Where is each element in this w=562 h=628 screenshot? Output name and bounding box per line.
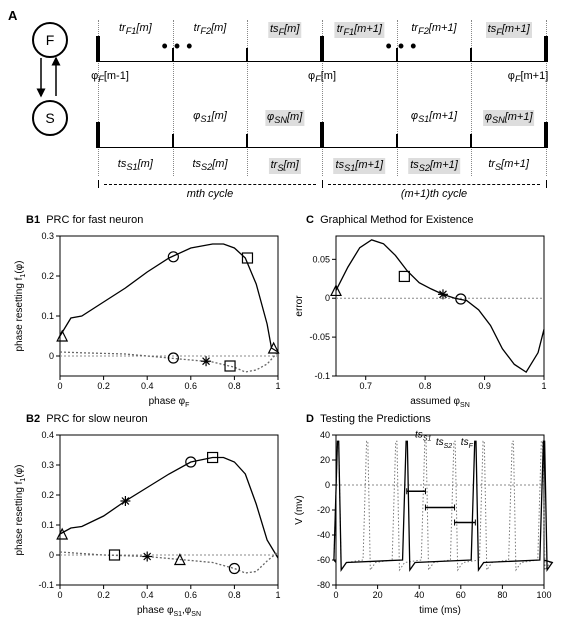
panel-d: D Testing the Predictions 020406080100-8… (288, 411, 554, 620)
svg-text:V (mv): V (mv) (294, 495, 305, 524)
panel-a-label: A (8, 8, 17, 23)
svg-text:-0.1: -0.1 (38, 580, 54, 590)
figure: A F S trF1[m]trF2[m]tsF[m]trF1[m+1]trF2[… (8, 8, 554, 620)
svg-text:phase resetting f1(φ): phase resetting f1(φ) (14, 465, 27, 556)
svg-text:phase φS1,φSN: phase φS1,φSN (137, 605, 201, 617)
svg-text:0.8: 0.8 (419, 381, 432, 391)
svg-text:tsS1: tsS1 (415, 430, 431, 443)
svg-text:20: 20 (373, 590, 383, 600)
svg-text:0: 0 (57, 590, 62, 600)
chart-d: 0 20 40 60 80 100 -80 -60 -40 -20 0 20 40 tsS1 tsS2 tsF… (288, 427, 554, 617)
ellipsis-icon: ••• (386, 36, 423, 57)
svg-text:-60: -60 (317, 555, 330, 565)
svg-text:0.2: 0.2 (41, 490, 54, 500)
panel-c: C Graphical Method for Existence 0.70.80… (288, 212, 554, 411)
svg-text:-80: -80 (317, 580, 330, 590)
svg-text:20: 20 (320, 455, 330, 465)
chart-b2: 00.20.40.60.81-0.100.10.20.30.4phase φS1… (8, 427, 288, 617)
svg-text:0.8: 0.8 (228, 590, 241, 600)
svg-text:0.4: 0.4 (141, 590, 154, 600)
svg-text:assumed φSN: assumed φSN (410, 396, 470, 408)
svg-text:0.1: 0.1 (41, 520, 54, 530)
svg-text:0.7: 0.7 (359, 381, 372, 391)
svg-text:-0.05: -0.05 (309, 332, 330, 342)
svg-text:1: 1 (541, 381, 546, 391)
svg-text:60: 60 (456, 590, 466, 600)
panels-grid: B1 PRC for fast neuron 00.20.40.60.8100.… (8, 212, 554, 620)
svg-text:0.05: 0.05 (312, 254, 330, 264)
svg-text:0.6: 0.6 (185, 590, 198, 600)
svg-text:0: 0 (325, 293, 330, 303)
svg-text:0.6: 0.6 (185, 381, 198, 391)
svg-text:0.2: 0.2 (97, 381, 110, 391)
svg-text:0: 0 (333, 590, 338, 600)
svg-text:phase resetting f1(φ): phase resetting f1(φ) (14, 261, 27, 352)
svg-text:error: error (294, 295, 305, 317)
svg-text:0.2: 0.2 (97, 590, 110, 600)
svg-text:0.4: 0.4 (41, 430, 54, 440)
svg-text:tsF: tsF (461, 437, 474, 450)
svg-text:tsS2: tsS2 (436, 437, 452, 450)
svg-text:-20: -20 (317, 505, 330, 515)
panel-b2: B2 PRC for slow neuron 00.20.40.60.81-0.… (8, 411, 288, 620)
svg-text:0.9: 0.9 (478, 381, 491, 391)
svg-text:0: 0 (49, 351, 54, 361)
svg-text:-0.1: -0.1 (314, 371, 330, 381)
panel-b1: B1 PRC for fast neuron 00.20.40.60.8100.… (8, 212, 288, 411)
ellipsis-icon: ••• (162, 36, 199, 57)
svg-text:0.1: 0.1 (41, 311, 54, 321)
svg-text:0.2: 0.2 (41, 271, 54, 281)
node-s: S (32, 100, 68, 136)
f-timeline: trF1[m]trF2[m]tsF[m]trF1[m+1]trF2[m+1]ts… (98, 20, 546, 70)
svg-text:80: 80 (497, 590, 507, 600)
svg-text:0.4: 0.4 (141, 381, 154, 391)
svg-text:0.8: 0.8 (228, 381, 241, 391)
svg-text:40: 40 (320, 430, 330, 440)
node-f: F (32, 22, 68, 58)
coupling-arrows (26, 54, 74, 102)
svg-text:1: 1 (275, 590, 280, 600)
svg-text:1: 1 (275, 381, 280, 391)
svg-text:0.3: 0.3 (41, 231, 54, 241)
svg-text:0: 0 (49, 550, 54, 560)
svg-text:0: 0 (57, 381, 62, 391)
svg-text:100: 100 (536, 590, 551, 600)
svg-text:0: 0 (325, 480, 330, 490)
chart-c: 0.7 0.8 0.9 1 -0.1 -0.05 0 0.05 assumed φSN error (288, 228, 554, 408)
svg-text:40: 40 (414, 590, 424, 600)
panel-a: A F S trF1[m]trF2[m]tsF[m]trF1[m+1]trF2[… (8, 8, 554, 208)
chart-b1: 0 0.2 0.4 0.6 0.8 1 0 0.1 0.2 0.3 phase φF phase re… (8, 228, 288, 408)
svg-text:phase φF: phase φF (149, 396, 190, 408)
svg-text:-40: -40 (317, 530, 330, 540)
svg-text:time (ms): time (ms) (419, 605, 461, 616)
svg-text:0.3: 0.3 (41, 460, 54, 470)
s-timeline: φS1[m]φSN[m]φS1[m+1]φSN[m+1] (98, 106, 546, 156)
